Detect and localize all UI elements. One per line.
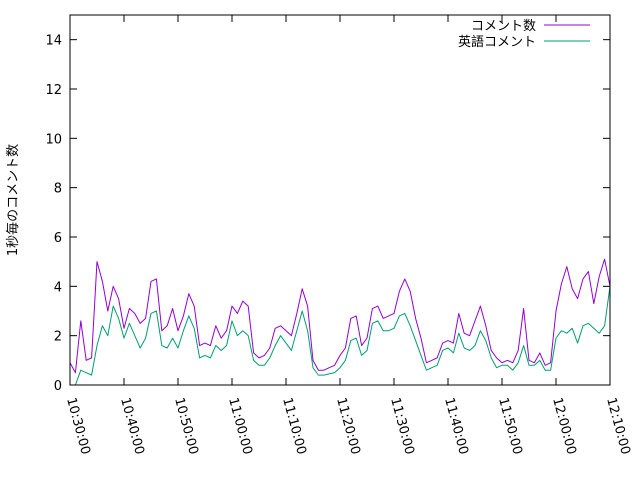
y-tick-label: 4 — [54, 280, 62, 295]
y-axis-label: 1秒毎のコメント数 — [5, 144, 21, 256]
y-tick-label: 0 — [54, 379, 62, 394]
x-tick-label: 12:10:00 — [603, 396, 633, 456]
legend: コメント数 英語コメント — [458, 19, 590, 50]
x-tick-label: 10:50:00 — [171, 396, 201, 456]
series-line-english-comments — [70, 286, 611, 386]
legend-label-comments: コメント数 — [471, 19, 536, 34]
plot-frame — [69, 14, 611, 386]
y-tick-label: 10 — [45, 132, 62, 147]
series-lines — [69, 258, 611, 386]
x-tick-label: 11:00:00 — [225, 396, 255, 456]
y-tick-label: 8 — [54, 182, 62, 197]
x-tick-label: 10:40:00 — [117, 396, 147, 456]
x-tick-label: 11:20:00 — [333, 396, 363, 456]
y-tick-label: 6 — [54, 231, 62, 246]
x-tick-label: 10:30:00 — [63, 396, 93, 456]
x-axis-ticks: 10:30:00 10:40:00 10:50:00 11:00:00 11:10:00… — [63, 15, 633, 456]
x-tick-label: 11:40:00 — [441, 396, 471, 456]
x-tick-label: 11:10:00 — [279, 396, 309, 456]
y-tick-label: 2 — [54, 330, 62, 345]
x-tick-label: 11:50:00 — [495, 396, 525, 456]
x-tick-label: 11:30:00 — [387, 396, 417, 456]
y-axis-ticks: 0 2 4 6 8 10 12 14 — [45, 34, 610, 394]
y-tick-label: 12 — [45, 83, 62, 98]
series-line-comments — [69, 258, 611, 374]
legend-label-english-comments: 英語コメント — [458, 34, 536, 50]
x-tick-label: 12:00:00 — [549, 396, 579, 456]
y-tick-label: 14 — [45, 34, 62, 49]
